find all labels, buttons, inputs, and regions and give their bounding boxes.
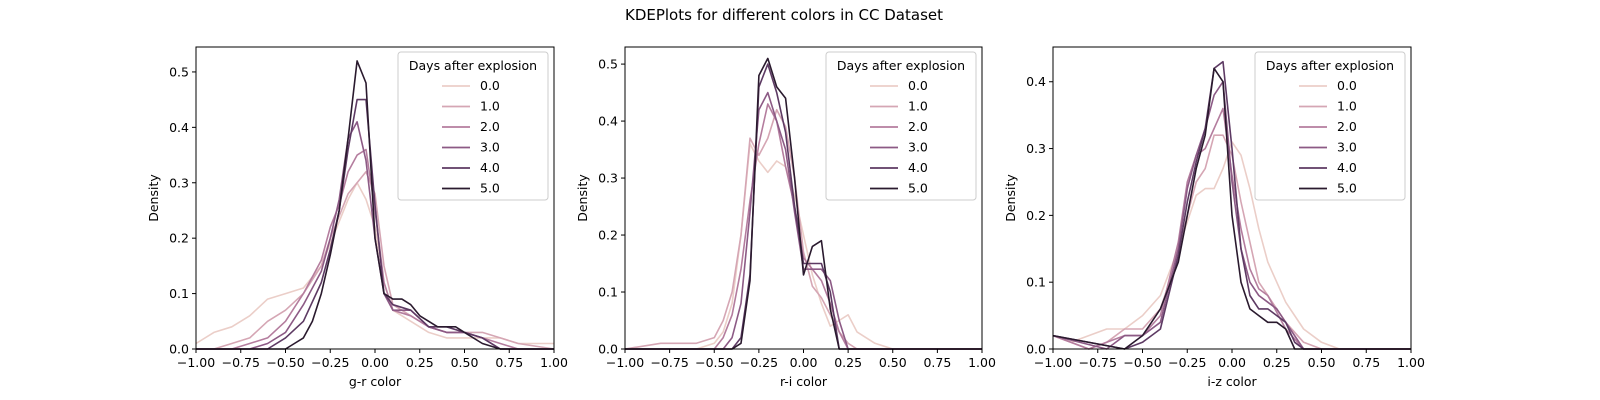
x-tick-label: 0.50 [451, 355, 479, 370]
legend-entry-label: 0.0 [1337, 78, 1357, 93]
legend: Days after explosion 0.0 1.0 2.0 3.0 4.0 5.0 [397, 51, 549, 201]
x-tick-label: 1.00 [1397, 355, 1425, 370]
x-tick-label: −1.00 [1034, 355, 1072, 370]
series-line-5.0 [1052, 67, 1411, 350]
x-tick-label: −0.75 [222, 355, 260, 370]
legend-entry-label: 2.0 [908, 119, 928, 134]
series-line-3.0 [196, 121, 554, 350]
y-tick-label: 0.2 [598, 228, 618, 243]
y-tick-label: 0.3 [1026, 141, 1046, 156]
y-tick-label: 0.4 [169, 120, 189, 135]
x-tick-label: 0.00 [361, 355, 389, 370]
legend-entry-label: 4.0 [480, 160, 500, 175]
y-tick-label: 0.1 [1026, 275, 1046, 290]
x-tick-label: −0.25 [311, 355, 349, 370]
series-line-4.0 [1052, 60, 1411, 350]
y-tick-label: 0.4 [598, 114, 618, 129]
legend-box [825, 51, 977, 201]
y-tick-label: 0.2 [169, 231, 189, 246]
x-tick-label: 1.00 [968, 355, 996, 370]
x-tick-label: 0.00 [1218, 355, 1246, 370]
x-tick-label: 1.00 [540, 355, 568, 370]
y-tick-label: 0.3 [169, 175, 189, 190]
legend: Days after explosion 0.0 1.0 2.0 3.0 4.0 5.0 [1254, 51, 1406, 201]
x-tick-label: 0.50 [1308, 355, 1336, 370]
legend-entry-label: 3.0 [1337, 140, 1357, 155]
legend-title: Days after explosion [837, 58, 965, 73]
legend-entry-label: 5.0 [1337, 181, 1357, 196]
y-tick-label: 0.3 [598, 171, 618, 186]
y-tick-label: 0.4 [1026, 74, 1046, 89]
x-tick-label: 0.25 [1263, 355, 1291, 370]
legend-entry-label: 1.0 [1337, 99, 1357, 114]
x-tick-label: 0.75 [1352, 355, 1380, 370]
y-tick-label: 0.0 [1026, 342, 1046, 357]
y-axis-label: Density [575, 174, 590, 222]
x-tick-label: 0.75 [923, 355, 951, 370]
legend-entry-label: 3.0 [480, 140, 500, 155]
series-line-5.0 [625, 57, 982, 350]
x-tick-label: −0.50 [695, 355, 733, 370]
x-tick-label: −1.00 [606, 355, 644, 370]
x-tick-label: −0.25 [1168, 355, 1206, 370]
x-tick-label: −0.75 [1079, 355, 1117, 370]
series-line-0.0 [1052, 141, 1411, 350]
figure-suptitle: KDEPlots for different colors in CC Data… [625, 6, 943, 24]
legend-entry-label: 5.0 [480, 181, 500, 196]
legend-entry-label: 4.0 [1337, 160, 1357, 175]
y-axis-label: Density [1003, 174, 1018, 222]
x-axis-label: g-r color [349, 374, 402, 389]
legend-entry-label: 3.0 [908, 140, 928, 155]
series-line-2.0 [625, 103, 982, 350]
y-tick-label: 0.1 [598, 285, 618, 300]
x-tick-label: −0.75 [650, 355, 688, 370]
y-tick-label: 0.0 [598, 342, 618, 357]
y-tick-label: 0.1 [169, 286, 189, 301]
chart-panel-1: −1.00 −0.75 −0.50 −0.25 0.00 0.25 0.50 0.75 1.00… [146, 46, 568, 389]
series-line-3.0 [1052, 80, 1411, 350]
series-line-1.0 [196, 170, 555, 350]
series-line-0.0 [195, 182, 554, 345]
x-axis-label: r-i color [780, 374, 828, 389]
x-tick-label: −1.00 [177, 355, 215, 370]
y-tick-label: 0.0 [169, 342, 189, 357]
chart-panel-2: −1.00 −0.75 −0.50 −0.25 0.00 0.25 0.50 0.75 1.00… [575, 46, 996, 389]
legend: Days after explosion 0.0 1.0 2.0 3.0 4.0 5.0 [825, 51, 977, 201]
legend-entry-label: 1.0 [908, 99, 928, 114]
legend-entry-label: 2.0 [1337, 119, 1357, 134]
x-tick-label: 0.25 [834, 355, 862, 370]
legend-entry-label: 4.0 [908, 160, 928, 175]
legend-box [397, 51, 549, 201]
x-axis-label: i-z color [1207, 374, 1257, 389]
x-tick-label: −0.25 [740, 355, 778, 370]
x-tick-label: −0.50 [1123, 355, 1161, 370]
legend-entry-label: 0.0 [908, 78, 928, 93]
x-tick-label: −0.50 [266, 355, 304, 370]
series-line-5.0 [196, 60, 554, 350]
series-line-3.0 [625, 91, 982, 350]
legend-entry-label: 1.0 [480, 99, 500, 114]
y-tick-label: 0.5 [169, 64, 189, 79]
legend-title: Days after explosion [1266, 58, 1394, 73]
x-tick-label: 0.25 [406, 355, 434, 370]
x-tick-label: 0.50 [879, 355, 907, 370]
legend-box [1254, 51, 1406, 201]
legend-entry-label: 0.0 [480, 78, 500, 93]
legend-entry-label: 5.0 [908, 181, 928, 196]
legend-entry-label: 2.0 [480, 119, 500, 134]
legend-title: Days after explosion [409, 58, 537, 73]
x-tick-label: 0.00 [790, 355, 818, 370]
chart-panel-3: −1.00 −0.75 −0.50 −0.25 0.00 0.25 0.50 0.75 1.00… [1003, 46, 1425, 389]
series-lines [624, 57, 982, 350]
series-lines [1052, 60, 1411, 350]
y-tick-label: 0.5 [598, 57, 618, 72]
y-tick-label: 0.2 [1026, 208, 1046, 223]
series-lines [195, 60, 555, 350]
y-axis-label: Density [146, 174, 161, 222]
x-tick-label: 0.75 [495, 355, 523, 370]
